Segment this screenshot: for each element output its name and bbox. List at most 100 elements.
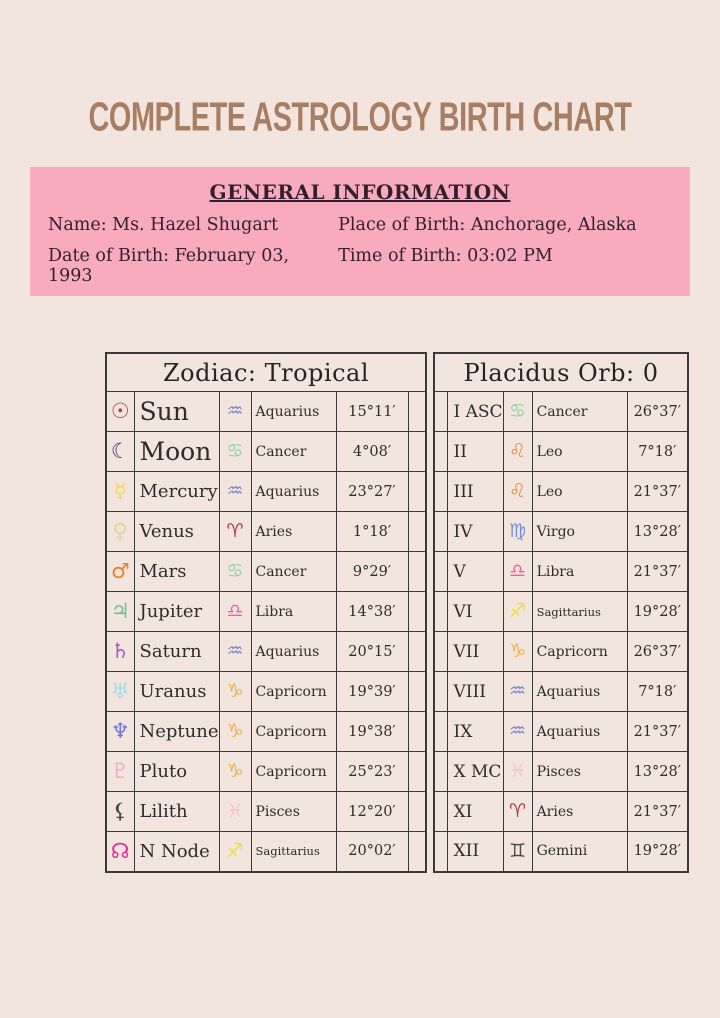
planet-row: ☉ Sun ♒ Aquarius 15°11′ bbox=[105, 391, 427, 432]
libra-icon: ♎ bbox=[218, 591, 252, 632]
spacer-cell bbox=[433, 471, 448, 512]
sign-name: Aquarius bbox=[250, 471, 337, 512]
sign-name: Aquarius bbox=[250, 391, 337, 432]
spacer-cell bbox=[433, 711, 448, 752]
spacer-cell bbox=[407, 791, 427, 832]
capricorn-icon: ♑ bbox=[218, 711, 252, 752]
sign-name: Libra bbox=[250, 591, 337, 632]
house-row: IX ♒ Aquarius 21°37′ bbox=[433, 711, 689, 752]
aquarius-icon: ♒ bbox=[502, 711, 533, 752]
house-label: I ASC bbox=[446, 391, 504, 432]
spacer-cell bbox=[407, 471, 427, 512]
house-row: VI ♐ Sagittarius 19°28′ bbox=[433, 591, 689, 632]
planet-degrees: 9°29′ bbox=[335, 551, 409, 592]
house-label: IX bbox=[446, 711, 504, 752]
info-field: Date of Birth: February 03, 1993 bbox=[48, 246, 290, 286]
sign-name: Capricorn bbox=[250, 711, 337, 752]
spacer-cell bbox=[433, 391, 448, 432]
spacer-cell bbox=[433, 831, 448, 872]
planet-row: ♂ Mars ♋ Cancer 9°29′ bbox=[105, 551, 427, 592]
planet-degrees: 12°20′ bbox=[335, 791, 409, 832]
capricorn-icon: ♑ bbox=[218, 751, 252, 792]
aquarius-icon: ♒ bbox=[218, 631, 252, 672]
sign-name: Libra bbox=[531, 551, 628, 592]
planet-degrees: 19°38′ bbox=[335, 711, 409, 752]
libra-icon: ♎ bbox=[502, 551, 533, 592]
planet-name: Neptune bbox=[133, 711, 220, 752]
spacer-cell bbox=[433, 591, 448, 632]
spacer-cell bbox=[433, 551, 448, 592]
planet-row: ♆ Neptune ♑ Capricorn 19°38′ bbox=[105, 711, 427, 752]
house-degrees: 21°37′ bbox=[626, 711, 689, 752]
planet-degrees: 23°27′ bbox=[335, 471, 409, 512]
zodiac-table-title: Zodiac: Tropical bbox=[105, 352, 427, 392]
house-degrees: 13°28′ bbox=[626, 751, 689, 792]
planet-row: ☾ Moon ♋ Cancer 4°08′ bbox=[105, 431, 427, 472]
sign-name: Pisces bbox=[531, 751, 628, 792]
house-degrees: 21°37′ bbox=[626, 551, 689, 592]
house-label: VIII bbox=[446, 671, 504, 712]
houses-table-title: Placidus Orb: 0 bbox=[433, 352, 689, 392]
sun-icon: ☉ bbox=[105, 391, 135, 432]
planet-degrees: 14°38′ bbox=[335, 591, 409, 632]
sagittarius-icon: ♐ bbox=[502, 591, 533, 632]
house-label: VII bbox=[446, 631, 504, 672]
planet-row: ♅ Uranus ♑ Capricorn 19°39′ bbox=[105, 671, 427, 712]
house-degrees: 7°18′ bbox=[626, 671, 689, 712]
sign-name: Cancer bbox=[250, 551, 337, 592]
leo-icon: ♌ bbox=[502, 431, 533, 472]
mercury-icon: ☿ bbox=[105, 471, 135, 512]
cancer-icon: ♋ bbox=[218, 431, 252, 472]
house-degrees: 26°37′ bbox=[626, 391, 689, 432]
sign-name: Sagittarius bbox=[531, 591, 628, 632]
saturn-icon: ♄ bbox=[105, 631, 135, 672]
general-info-heading: GENERAL INFORMATION bbox=[209, 180, 511, 204]
cancer-icon: ♋ bbox=[218, 551, 252, 592]
aquarius-icon: ♒ bbox=[502, 671, 533, 712]
house-row: XII ♊ Gemini 19°28′ bbox=[433, 831, 689, 872]
spacer-cell bbox=[433, 511, 448, 552]
planet-degrees: 1°18′ bbox=[335, 511, 409, 552]
planet-name: Moon bbox=[133, 431, 220, 472]
house-row: V ♎ Libra 21°37′ bbox=[433, 551, 689, 592]
general-info-fields: Name: Ms. Hazel Shugart Place of Birth: A… bbox=[30, 215, 690, 286]
planet-row: ⚸ Lilith ♓ Pisces 12°20′ bbox=[105, 791, 427, 832]
house-row: VIII ♒ Aquarius 7°18′ bbox=[433, 671, 689, 712]
spacer-cell bbox=[433, 751, 448, 792]
planet-row: ♀ Venus ♈ Aries 1°18′ bbox=[105, 511, 427, 552]
page-title: COMPLETE ASTROLOGY BIRTH CHART bbox=[88, 94, 632, 140]
spacer-cell bbox=[433, 671, 448, 712]
sign-name: Aquarius bbox=[250, 631, 337, 672]
houses-table-header-row: Placidus Orb: 0 bbox=[433, 352, 689, 392]
planet-row: ☿ Mercury ♒ Aquarius 23°27′ bbox=[105, 471, 427, 512]
house-label: V bbox=[446, 551, 504, 592]
house-degrees: 13°28′ bbox=[626, 511, 689, 552]
lilith-icon: ⚸ bbox=[105, 791, 135, 832]
moon-icon: ☾ bbox=[105, 431, 135, 472]
spacer-cell bbox=[407, 391, 427, 432]
planet-row: ♄ Saturn ♒ Aquarius 20°15′ bbox=[105, 631, 427, 672]
pisces-icon: ♓ bbox=[218, 791, 252, 832]
spacer-cell bbox=[433, 791, 448, 832]
spacer-cell bbox=[407, 631, 427, 672]
house-row: XI ♈ Aries 21°37′ bbox=[433, 791, 689, 832]
sign-name: Gemini bbox=[531, 831, 628, 872]
info-field: Time of Birth: 03:02 PM bbox=[338, 246, 553, 266]
capricorn-icon: ♑ bbox=[218, 671, 252, 712]
planet-degrees: 15°11′ bbox=[335, 391, 409, 432]
sign-name: Leo bbox=[531, 431, 628, 472]
sign-name: Leo bbox=[531, 471, 628, 512]
sign-name: Sagittarius bbox=[250, 831, 337, 872]
planet-name: Uranus bbox=[133, 671, 220, 712]
jupiter-icon: ♃ bbox=[105, 591, 135, 632]
venus-icon: ♀ bbox=[105, 511, 135, 552]
planet-degrees: 4°08′ bbox=[335, 431, 409, 472]
houses-table: Placidus Orb: 0 I ASC ♋ Cancer 26°37′ II ♌ Leo… bbox=[433, 352, 690, 873]
sign-name: Cancer bbox=[250, 431, 337, 472]
planet-name: Mercury bbox=[133, 471, 220, 512]
house-degrees: 21°37′ bbox=[626, 791, 689, 832]
north-node-icon: ☊ bbox=[105, 831, 135, 872]
planet-name: Jupiter bbox=[133, 591, 220, 632]
house-row: IV ♍ Virgo 13°28′ bbox=[433, 511, 689, 552]
house-row: VII ♑ Capricorn 26°37′ bbox=[433, 631, 689, 672]
